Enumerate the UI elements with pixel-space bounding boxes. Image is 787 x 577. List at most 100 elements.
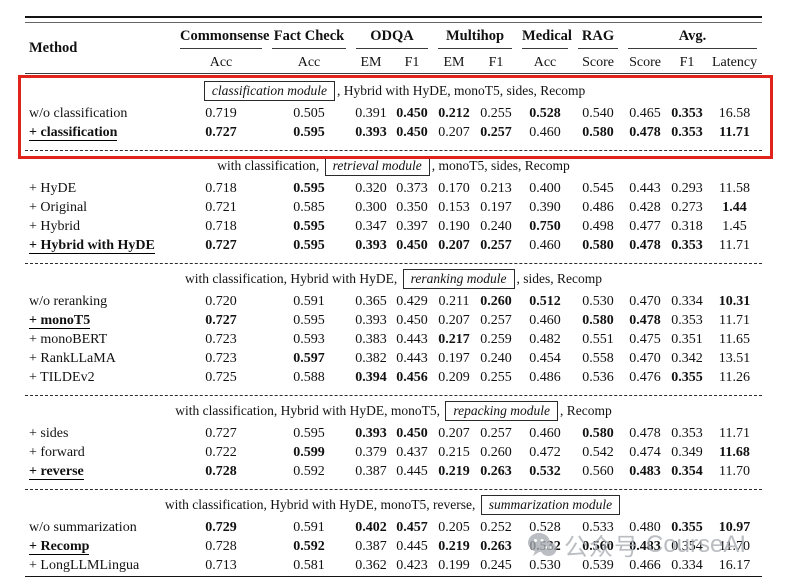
value-cell: 11.71 — [719, 313, 751, 328]
method-label: + LongLLMLingua — [29, 558, 140, 573]
value-cell: 0.255 — [480, 370, 512, 385]
method-cell: + classification — [25, 123, 175, 142]
value-cell: 0.719 — [205, 106, 237, 121]
table-row: w/o classification 0.719 0.505 0.391 0.450 0.… — [25, 104, 762, 123]
value-cell: 0.445 — [396, 539, 428, 554]
value-cell: 0.722 — [205, 445, 237, 460]
value-cell: 0.727 — [205, 125, 237, 140]
value-cell: 0.558 — [582, 351, 614, 366]
value-cell: 0.429 — [396, 294, 428, 309]
value-cell: 0.390 — [529, 200, 561, 215]
table-row: w/o reranking 0.720 0.591 0.365 0.429 0.211 0.… — [25, 292, 762, 311]
table-subheader-row: Acc Acc EM F1 EM F1 Acc Score Score F1 Latency — [25, 53, 762, 73]
value-cell: 0.257 — [480, 238, 512, 253]
value-cell: 0.255 — [480, 106, 512, 121]
ablation-results-table: Method Commonsense Fact Check ODQA Multihop M… — [25, 23, 763, 575]
column-subheader: EM — [360, 55, 382, 70]
method-label: + monoBERT — [29, 332, 108, 347]
section-header-row: with classification, Hybrid with HyDE, m… — [25, 492, 762, 518]
section-separator-cell — [25, 142, 763, 153]
section-header-row: with classification, Hybrid with HyDE, m… — [25, 398, 762, 424]
table-row: + Original 0.721 0.585 0.300 0.350 0.153 0.197… — [25, 198, 762, 217]
column-group-header: Avg. — [623, 23, 762, 53]
value-cell: 0.443 — [629, 181, 661, 196]
value-cell: 0.460 — [529, 426, 561, 441]
value-cell: 11.26 — [719, 370, 751, 385]
value-cell: 0.530 — [529, 558, 561, 573]
value-cell: 0.545 — [582, 181, 614, 196]
value-cell: 0.472 — [529, 445, 561, 460]
value-cell: 0.362 — [355, 558, 387, 573]
column-subheader: Score — [629, 55, 661, 70]
column-group-header: RAG — [573, 23, 623, 53]
value-cell: 0.347 — [355, 219, 387, 234]
value-cell: 0.470 — [629, 294, 661, 309]
value-cell: 0.260 — [480, 445, 512, 460]
column-group-header: Commonsense — [175, 23, 269, 53]
results-table-wrap: Method Commonsense Fact Check ODQA Multihop M… — [25, 16, 763, 577]
value-cell: 0.353 — [671, 125, 703, 140]
value-cell: 0.728 — [205, 539, 237, 554]
value-cell: 0.450 — [396, 106, 428, 121]
column-group-header: Medical — [517, 23, 573, 53]
section-header: classification module, Hybrid with HyDE,… — [25, 78, 762, 104]
section-header-suffix: , Hybrid with HyDE, monoT5, sides, Recom… — [336, 83, 586, 98]
section-header-row: with classification, Hybrid with HyDE, r… — [25, 266, 762, 292]
method-cell: + monoT5 — [25, 311, 175, 330]
value-cell: 0.393 — [355, 313, 387, 328]
value-cell: 0.599 — [293, 445, 325, 460]
value-cell: 0.170 — [438, 181, 470, 196]
value-cell: 0.591 — [293, 294, 325, 309]
value-cell: 0.393 — [355, 426, 387, 441]
method-label: + sides — [29, 426, 69, 441]
value-cell: 11.71 — [719, 125, 750, 140]
value-cell: 0.263 — [480, 464, 512, 479]
value-cell: 0.197 — [480, 200, 512, 215]
value-cell: 1.44 — [722, 200, 747, 215]
module-box: classification module — [203, 81, 335, 101]
value-cell: 0.539 — [582, 558, 614, 573]
table-row: w/o summarization 0.729 0.591 0.402 0.457 0.2… — [25, 518, 762, 537]
section-header-prefix: with classification, Hybrid with HyDE, m… — [164, 497, 479, 512]
value-cell: 0.595 — [293, 181, 325, 196]
value-cell: 0.387 — [355, 464, 387, 479]
value-cell: 0.727 — [205, 426, 237, 441]
value-cell: 16.58 — [718, 106, 751, 121]
value-cell: 0.443 — [396, 332, 428, 347]
value-cell: 0.512 — [529, 294, 561, 309]
value-cell: 0.252 — [480, 520, 512, 535]
value-cell: 0.320 — [355, 181, 387, 196]
value-cell: 0.257 — [480, 313, 512, 328]
value-cell: 0.402 — [355, 520, 387, 535]
value-cell: 0.486 — [529, 370, 561, 385]
value-cell: 0.240 — [480, 219, 512, 234]
value-cell: 0.353 — [671, 426, 703, 441]
value-cell: 0.450 — [396, 426, 428, 441]
column-subheader: Acc — [297, 55, 321, 70]
value-cell: 0.729 — [205, 520, 237, 535]
section-header-suffix: , Recomp — [560, 403, 612, 418]
module-box: reranking module — [402, 269, 515, 289]
value-cell: 0.460 — [529, 125, 561, 140]
value-cell: 1.45 — [722, 219, 747, 234]
method-cell: w/o summarization — [25, 518, 175, 537]
value-cell: 0.353 — [671, 106, 703, 121]
method-label: + RankLLaMA — [29, 351, 116, 366]
value-cell: 0.213 — [480, 181, 512, 196]
value-cell: 0.400 — [529, 181, 561, 196]
value-cell: 0.498 — [582, 219, 614, 234]
value-cell: 0.486 — [582, 200, 614, 215]
method-cell: + reverse — [25, 462, 175, 481]
method-label: + HyDE — [29, 181, 77, 196]
value-cell: 0.353 — [671, 238, 703, 253]
value-cell: 0.592 — [293, 464, 325, 479]
section-separator-row — [25, 481, 763, 492]
column-subheader: F1 — [404, 55, 420, 70]
column-subheader: F1 — [488, 55, 504, 70]
value-cell: 0.482 — [529, 332, 561, 347]
value-cell: 0.259 — [480, 332, 512, 347]
value-cell: 0.354 — [671, 539, 703, 554]
value-cell: 0.355 — [671, 520, 703, 535]
value-cell: 0.457 — [396, 520, 428, 535]
value-cell: 0.373 — [396, 181, 428, 196]
